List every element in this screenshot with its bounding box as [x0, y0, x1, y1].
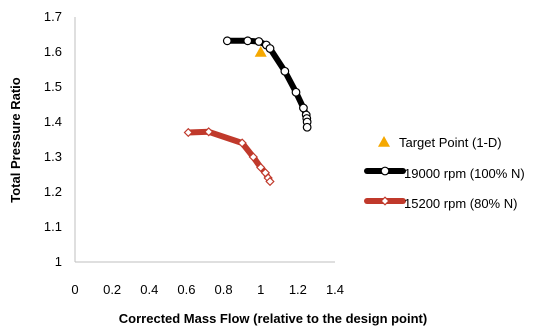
y-tick-label: 1.1	[44, 219, 62, 234]
data-point	[248, 152, 258, 162]
x-tick-label: 0.2	[103, 282, 121, 297]
x-axis-title: Corrected Mass Flow (relative to the des…	[119, 311, 427, 326]
data-point	[222, 36, 232, 46]
x-tick-label: 1.2	[289, 282, 307, 297]
tick-labels: 0 0.2 0.4 0.6 0.8 1 1.2 1.4 1 1.1 1.2 1.3 1.4 1.5 1.6 1…	[44, 9, 344, 297]
y-axis-title: Total Pressure Ratio	[8, 77, 23, 203]
series-2	[183, 127, 275, 187]
x-tick-label: 0.6	[177, 282, 195, 297]
data-point	[302, 122, 312, 132]
legend-symbol	[378, 136, 390, 147]
legend-label: 15200 rpm (80% N)	[404, 196, 517, 211]
data-point	[265, 176, 275, 187]
data-point	[280, 66, 290, 76]
y-tick-label: 1.6	[44, 44, 62, 59]
series-line	[185, 128, 273, 185]
legend-label: Target Point (1-D)	[399, 135, 502, 150]
data-point	[204, 127, 214, 137]
series-0	[254, 46, 267, 57]
legend-entry: 19000 rpm (100% N)	[364, 166, 525, 181]
y-tick-label: 1.4	[44, 114, 62, 129]
data-point	[254, 37, 264, 46]
data-point	[265, 44, 275, 53]
legend-label: 19000 rpm (100% N)	[404, 166, 525, 181]
target-point	[254, 46, 267, 57]
legend-symbol	[380, 196, 390, 206]
series-1	[222, 36, 312, 132]
data-point	[291, 87, 301, 97]
x-tick-label: 0.4	[140, 282, 158, 297]
legend-symbol	[380, 166, 390, 176]
data-point	[243, 36, 253, 46]
data-point	[183, 127, 193, 138]
axes	[74, 17, 335, 263]
y-tick-label: 1.3	[44, 149, 62, 164]
series-line	[224, 37, 311, 131]
x-tick-label: 0	[71, 282, 78, 297]
y-tick-label: 1.7	[44, 9, 62, 24]
x-tick-label: 1.4	[326, 282, 344, 297]
data-point	[237, 138, 247, 148]
x-tick-label: 1	[257, 282, 264, 297]
x-tick-label: 0.8	[215, 282, 233, 297]
y-tick-label: 1.2	[44, 184, 62, 199]
data-point	[256, 162, 266, 173]
legend: Target Point (1-D) 19000 rpm (100% N) 1520…	[364, 135, 525, 211]
y-tick-label: 1.5	[44, 79, 62, 94]
legend-entry: Target Point (1-D)	[378, 135, 502, 150]
legend-entry: 15200 rpm (80% N)	[364, 196, 517, 211]
y-tick-label: 1	[55, 254, 62, 269]
plot-area	[183, 36, 312, 187]
